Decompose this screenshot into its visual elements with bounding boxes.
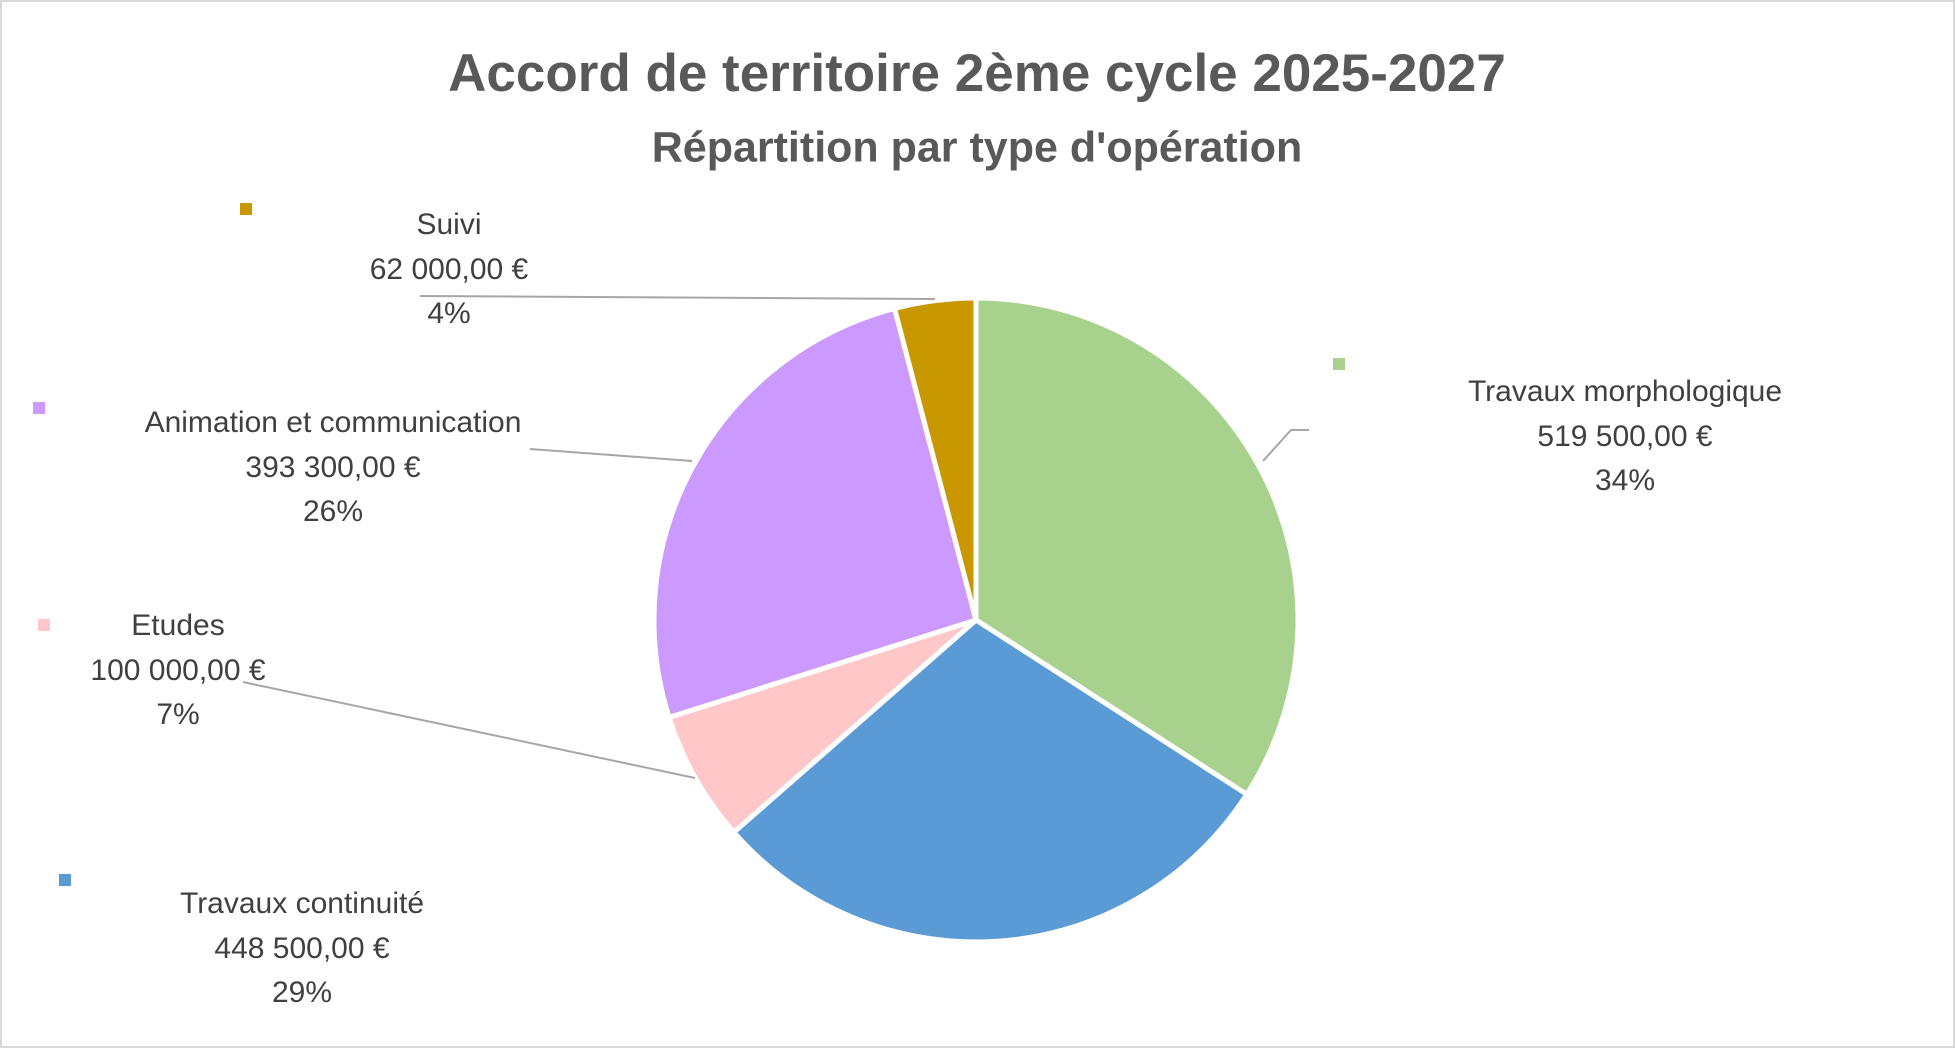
leader-line	[242, 681, 696, 779]
category-label: Animation et communication	[145, 406, 522, 439]
category-label: Suivi	[416, 208, 481, 241]
percent-label: 34%	[1595, 464, 1655, 497]
legend-marker	[33, 402, 45, 414]
value-label: 393 300,00 €	[245, 451, 420, 484]
value-label: 100 000,00 €	[90, 654, 265, 687]
percent-label: 7%	[156, 698, 199, 731]
pie-slice	[892, 295, 979, 623]
percent-label: 26%	[303, 495, 363, 528]
value-label: 62 000,00 €	[370, 253, 529, 286]
value-label: 448 500,00 €	[214, 932, 389, 965]
category-label: Travaux continuité	[180, 887, 424, 920]
category-label: Etudes	[131, 609, 224, 642]
legend-marker	[59, 874, 71, 886]
legend-marker	[240, 203, 252, 215]
leader-line	[1262, 429, 1309, 462]
percent-label: 4%	[427, 297, 470, 330]
percent-label: 29%	[272, 976, 332, 1009]
legend-marker	[38, 619, 50, 631]
chart-subtitle: Répartition par type d'opération	[652, 123, 1303, 171]
leader-line	[529, 448, 693, 462]
legend-marker	[1333, 358, 1345, 370]
leader-line	[419, 295, 936, 300]
pie-slice	[731, 617, 1250, 945]
pie-slice	[666, 617, 979, 835]
value-label: 519 500,00 €	[1537, 420, 1712, 453]
pie-slice	[651, 305, 979, 720]
category-label: Travaux morphologique	[1468, 375, 1782, 408]
chart-title: Accord de territoire 2ème cycle 2025-202…	[448, 44, 1506, 103]
